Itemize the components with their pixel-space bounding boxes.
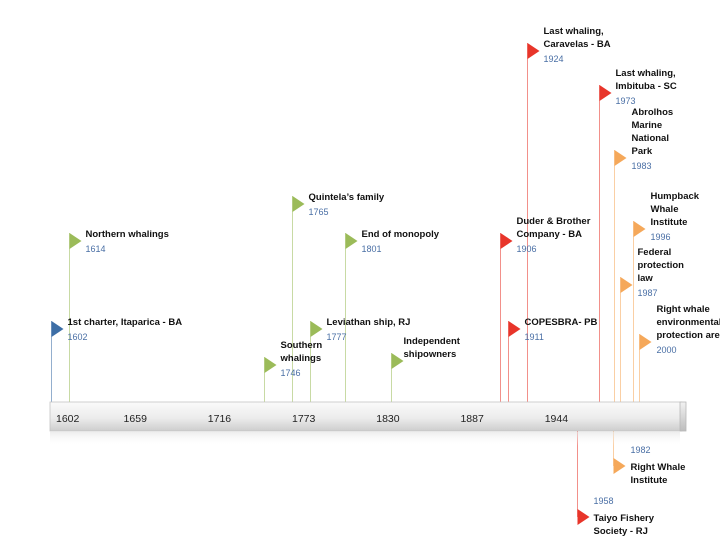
timeline-axis [49,401,687,446]
event-title: 1st charter, Itaparica - BA [68,317,183,328]
event-year: 1801 [362,244,382,254]
event-title: Leviathan ship, RJ [327,317,411,328]
event-marker: Independent shipowners [391,336,461,369]
tick-label-1830: 1830 [376,413,400,425]
event-marker: Abrolhos Marine National Park 1983 [614,107,674,171]
event-title: Federal [638,247,672,258]
event-flag [527,43,540,59]
event-marker: Quintela’s family 1765 [292,192,385,217]
tick-label-1716: 1716 [208,413,232,425]
event-flag [577,509,590,525]
event-title: Northern whalings [86,229,169,240]
event-title: Imbituba - SC [616,81,677,92]
event-year: 1996 [651,232,671,242]
event-flag [391,353,404,369]
event-marker: 1958 Taiyo Fishery Society - RJ [577,496,655,537]
event-marker: Right whale environmental protection area 2… [639,304,720,355]
axis-tick-labels: 1602 1659 1716 1773 1830 1887 1944 [56,413,568,425]
event-title: Last whaling, [544,26,604,37]
event-flag [599,85,612,101]
axis-bar-cap [679,401,687,432]
tick-label-1659: 1659 [124,413,148,425]
event-marker: Humpback Whale Institute 1996 [633,191,700,242]
event-marker: Leviathan ship, RJ 1777 [310,317,411,342]
event-title: Abrolhos [632,107,674,118]
event-title: Whale [651,204,679,215]
event-title: COPESBRA- PB [525,317,598,328]
event-title: Last whaling, [616,68,676,79]
event-flag [264,357,277,373]
event-title: Taiyo Fishery [594,513,655,524]
event-title: Marine [632,120,663,131]
event-title: protection area [657,330,720,341]
event-year: 1777 [327,332,347,342]
event-year: 1906 [517,244,537,254]
event-title: protection [638,260,685,271]
event-title: environmental [657,317,720,328]
event-flag [500,233,513,249]
event-markers: 1st charter, Itaparica - BA 1602 Northern … [51,26,720,537]
event-flag [310,321,323,337]
event-year: 2000 [657,345,677,355]
event-year: 1983 [632,161,652,171]
event-year: 1987 [638,288,658,298]
event-flag [620,277,633,293]
event-year: 1746 [281,368,301,378]
event-marker: Last whaling, Caravelas - BA 1924 [527,26,611,64]
event-flag [633,221,646,237]
event-flag [639,334,652,350]
event-title: Humpback [651,191,700,202]
event-title: National [632,133,669,144]
event-title: Quintela’s family [309,192,385,203]
event-marker: Northern whalings 1614 [69,229,169,254]
event-flag [613,458,626,474]
event-year: 1924 [544,54,564,64]
event-flag [614,150,627,166]
event-title: Park [632,146,653,157]
event-title: Institute [651,217,688,228]
event-title: Company - BA [517,229,583,240]
event-year: 1973 [616,96,636,106]
event-marker: 1982 Right Whale Institute [613,445,686,486]
event-marker: Federal protection law 1987 [620,247,685,298]
tick-label-1887: 1887 [460,413,484,425]
event-title: Southern [281,340,323,351]
event-flag [292,196,305,212]
event-year: 1911 [525,332,544,342]
event-title: Duder & Brother [517,216,591,227]
event-flag [69,233,82,249]
event-title: Institute [631,475,668,486]
tick-label-1944: 1944 [545,413,569,425]
event-title: Right Whale [631,462,686,473]
event-year: 1982 [631,445,651,455]
event-title: End of monopoly [362,229,440,240]
event-title: whalings [280,353,322,364]
event-year: 1602 [68,332,88,342]
axis-bar [49,401,683,432]
event-year: 1958 [594,496,614,506]
event-marker: 1st charter, Itaparica - BA 1602 [51,317,183,342]
event-marker: Southern whalings 1746 [264,340,323,378]
event-flag [345,233,358,249]
event-marker: Duder & Brother Company - BA 1906 [500,216,591,254]
axis-bar-reflection [50,432,680,446]
tick-label-1602: 1602 [56,413,80,425]
event-title: Caravelas - BA [544,39,611,50]
event-title: Right whale [657,304,710,315]
event-title: Society - RJ [594,526,648,537]
event-marker: End of monopoly 1801 [345,229,440,254]
event-flag [508,321,521,337]
event-title: shipowners [404,349,457,360]
event-marker: Last whaling, Imbituba - SC 1973 [599,68,677,106]
event-title: Independent [404,336,461,347]
event-flag [51,321,64,337]
tick-label-1773: 1773 [292,413,316,425]
event-title: law [638,273,654,284]
event-year: 1765 [309,207,329,217]
event-marker: COPESBRA- PB 1911 [508,317,598,342]
event-year: 1614 [86,244,106,254]
